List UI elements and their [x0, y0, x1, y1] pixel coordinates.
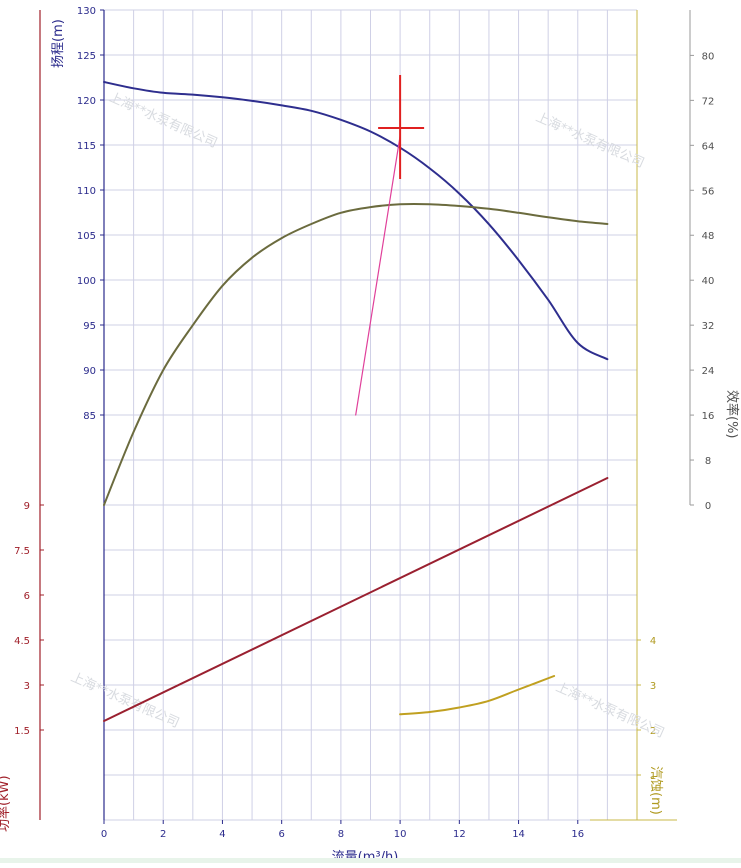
- series-line-efficiency: [103, 203, 609, 506]
- npsh-tick-label: 2: [650, 726, 656, 737]
- x-tick-label: 12: [453, 829, 466, 840]
- efficiency-tick-label: 64: [702, 141, 715, 152]
- x-tick-label: 6: [278, 829, 284, 840]
- npsh-axis-title: 汽蚀(m): [648, 766, 663, 815]
- head-tick-label: 95: [83, 321, 96, 332]
- efficiency-tick-label: 56: [702, 186, 715, 197]
- head-tick-label: 85: [83, 411, 96, 422]
- power-tick-label: 3: [24, 681, 30, 692]
- head-tick-label: 120: [77, 96, 96, 107]
- efficiency-tick-label: 72: [702, 96, 715, 107]
- head-tick-label: 110: [77, 186, 96, 197]
- npsh-tick-label: 4: [650, 636, 656, 647]
- npsh-tick-label: 3: [650, 681, 656, 692]
- x-tick-label: 10: [394, 829, 407, 840]
- head-tick-label: 100: [77, 276, 96, 287]
- x-tick-label: 0: [101, 829, 107, 840]
- series-line-head: [355, 135, 401, 416]
- series-line-npsh: [399, 675, 556, 716]
- power-tick-label: 4.5: [14, 636, 30, 647]
- head-tick-label: 125: [77, 51, 96, 62]
- x-tick-label: 8: [338, 829, 344, 840]
- head-axis-title: 扬程(m): [51, 19, 66, 68]
- power-tick-label: 7.5: [14, 546, 30, 557]
- watermark-text: 上海**水泵有限公司: [533, 110, 646, 171]
- efficiency-tick-label: 0: [705, 501, 711, 512]
- efficiency-tick-label: 40: [702, 276, 715, 287]
- efficiency-axis-title: 效率(%): [724, 390, 740, 439]
- efficiency-tick-label: 16: [702, 411, 715, 422]
- efficiency-tick-label: 80: [702, 51, 715, 62]
- efficiency-tick-label: 8: [705, 456, 711, 467]
- x-tick-label: 16: [571, 829, 584, 840]
- head-tick-label: 105: [77, 231, 96, 242]
- power-tick-label: 1.5: [14, 726, 30, 737]
- efficiency-tick-label: 32: [702, 321, 715, 332]
- x-tick-label: 2: [160, 829, 166, 840]
- efficiency-tick-label: 24: [702, 366, 715, 377]
- npsh-tick-label: 1: [650, 771, 656, 782]
- bottom-band: [0, 858, 741, 863]
- power-axis-title: 功率(kW): [0, 775, 12, 832]
- series-line-head: [103, 81, 609, 361]
- watermark-text: 上海**水泵有限公司: [68, 670, 181, 731]
- head-tick-label: 115: [77, 141, 96, 152]
- head-tick-label: 130: [77, 6, 96, 17]
- power-tick-label: 6: [24, 591, 30, 602]
- power-tick-label: 9: [24, 501, 30, 512]
- x-tick-label: 14: [512, 829, 525, 840]
- x-tick-label: 4: [219, 829, 225, 840]
- head-tick-label: 90: [83, 366, 96, 377]
- efficiency-tick-label: 48: [702, 231, 715, 242]
- series-line-power: [103, 477, 609, 722]
